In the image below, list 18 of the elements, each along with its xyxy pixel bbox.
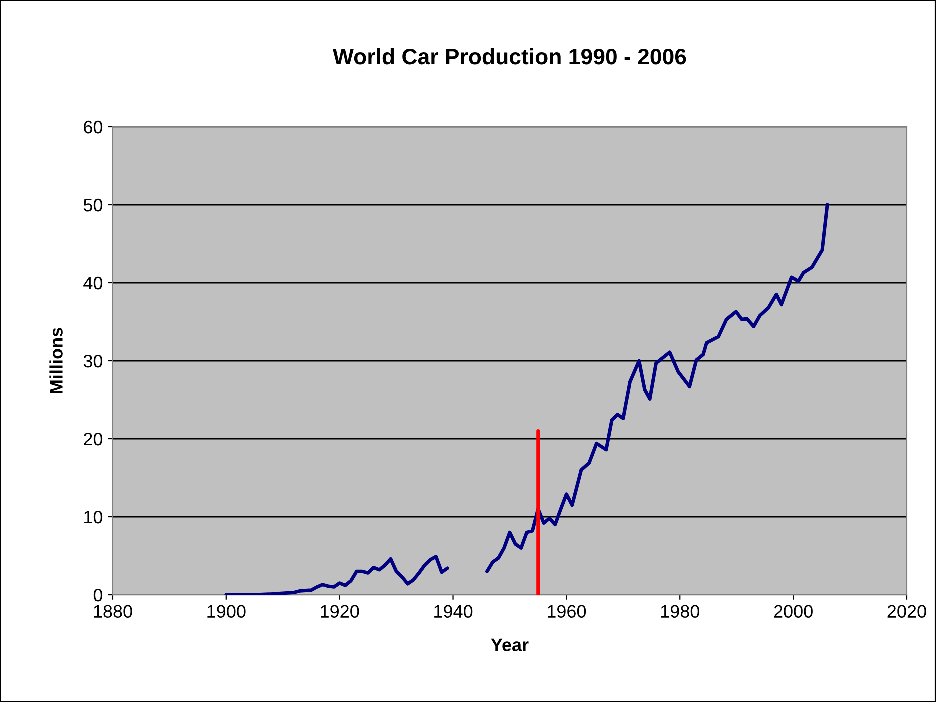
y-axis-title: Millions (50, 328, 63, 394)
x-tick-label: 1980 (661, 605, 700, 618)
x-axis-title: Year (491, 638, 529, 652)
x-tick-label: 1920 (321, 605, 360, 618)
y-tick-label: 0 (94, 588, 103, 602)
x-tick-label: 1880 (94, 605, 132, 618)
x-tick-label: 2020 (888, 605, 926, 618)
x-tick-label: 1960 (548, 605, 586, 618)
x-tick-label: 1900 (208, 605, 246, 618)
x-tick-label: 2000 (774, 605, 813, 618)
y-tick-label: 40 (84, 276, 103, 290)
y-tick-label: 50 (84, 198, 103, 212)
y-tick-label: 20 (84, 432, 103, 446)
x-tick-label: 1940 (434, 605, 473, 618)
y-tick-label: 10 (84, 510, 103, 524)
y-tick-label: 30 (84, 354, 103, 368)
chart-title: World Car Production 1990 - 2006 (332, 48, 686, 65)
y-tick-label: 60 (84, 120, 103, 134)
